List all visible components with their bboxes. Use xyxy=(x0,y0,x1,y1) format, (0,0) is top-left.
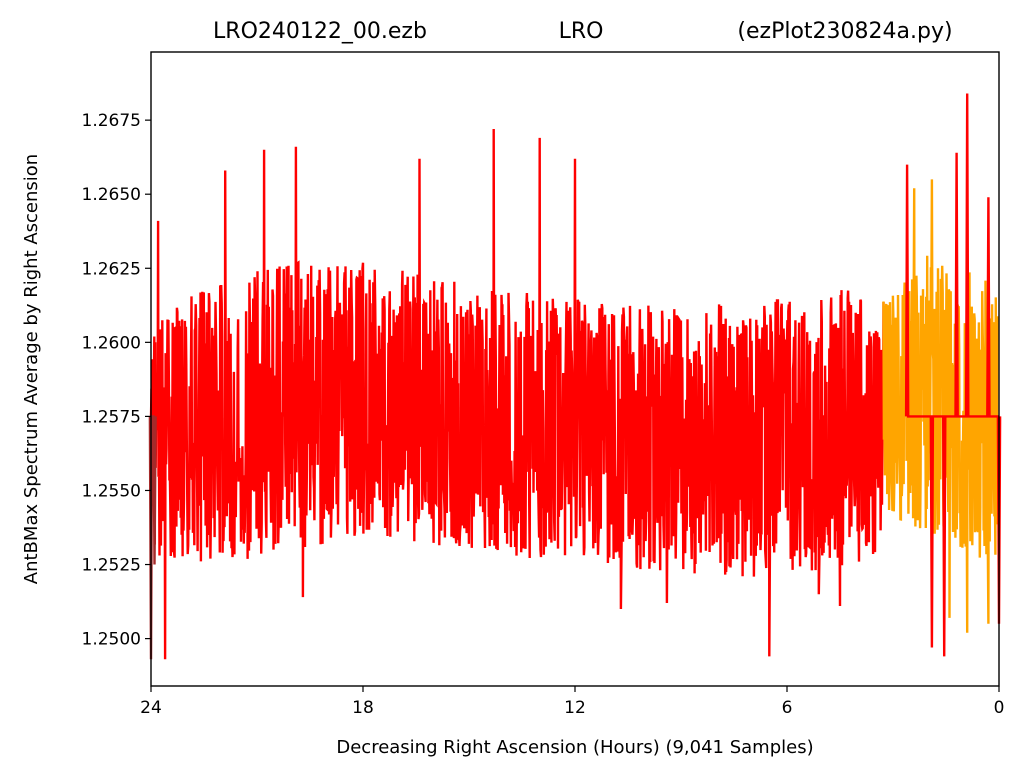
x-tick-label: 12 xyxy=(564,698,586,718)
y-tick-label: 1.2525 xyxy=(82,556,141,576)
y-tick-label: 1.2650 xyxy=(82,185,141,205)
series-0 xyxy=(149,128,885,660)
series-1 xyxy=(882,179,999,633)
y-tick-label: 1.2675 xyxy=(82,111,141,131)
series-1-line xyxy=(882,179,999,633)
y-tick-label: 1.2600 xyxy=(82,333,141,353)
y-axis-label: AntBMax Spectrum Average by Right Ascens… xyxy=(21,154,42,584)
x-axis-label: Decreasing Right Ascension (Hours) (9,04… xyxy=(336,737,813,758)
x-tick-label: 24 xyxy=(140,698,162,718)
y-tick-label: 1.2625 xyxy=(82,259,141,279)
series-2 xyxy=(904,93,1002,657)
y-tick-label: 1.2575 xyxy=(82,407,141,427)
chart-title-file: LRO240122_00.ezb xyxy=(213,19,427,44)
y-tick-label: 1.2500 xyxy=(82,630,141,650)
series-0-line xyxy=(149,128,885,660)
x-axis-ticks: 24 18 12 6 0 xyxy=(140,686,1004,718)
y-axis-ticks: 1.2500 1.2525 1.2550 1.2575 1.2600 1.2625 1.26… xyxy=(82,111,151,650)
chart-title-station: LRO xyxy=(559,19,604,44)
x-tick-label: 18 xyxy=(352,698,374,718)
x-tick-label: 0 xyxy=(994,698,1005,718)
x-tick-label: 6 xyxy=(782,698,793,718)
y-tick-label: 1.2550 xyxy=(82,481,141,501)
series-2-line xyxy=(904,93,1002,657)
chart-title-script: (ezPlot230824a.py) xyxy=(737,19,952,44)
